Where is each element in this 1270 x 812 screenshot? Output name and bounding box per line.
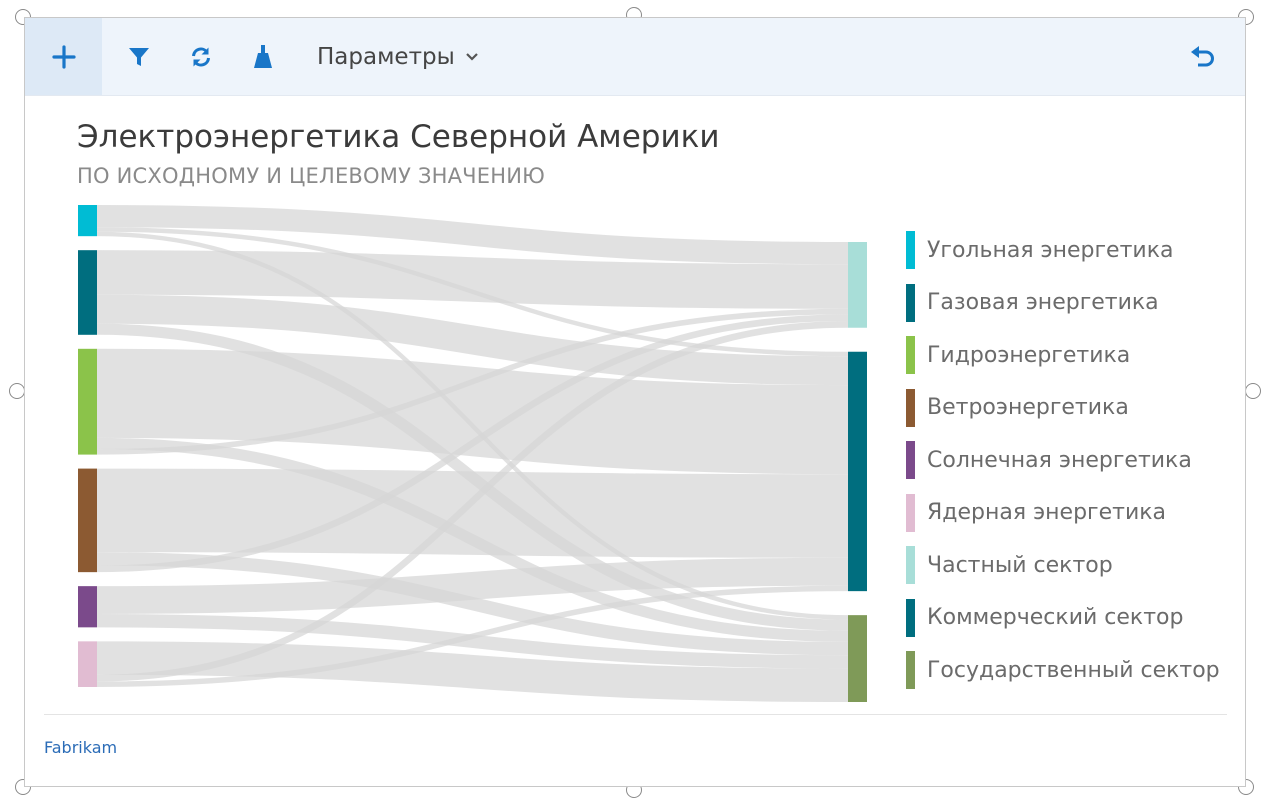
chart-subtitle: ПО ИСХОДНОМУ И ЦЕЛЕВОМУ ЗНАЧЕНИЮ (77, 164, 545, 188)
sankey-link-14[interactable] (96, 613, 849, 669)
sankey-link-5[interactable] (96, 294, 849, 386)
source-node-2[interactable] (78, 250, 97, 335)
source-node-4[interactable] (78, 468, 97, 573)
legend-swatch (906, 283, 915, 322)
parameters-dropdown[interactable]: Параметры (317, 18, 479, 95)
legend-label: Угольная энергетика (927, 237, 1174, 263)
sankey-link-13[interactable] (96, 557, 849, 614)
legend: Угольная энергетика Газовая энергетика Гид… (906, 224, 1241, 697)
legend-swatch (906, 546, 915, 585)
legend-label: Коммерческий сектор (927, 605, 1184, 631)
sankey-link-7[interactable] (96, 348, 849, 475)
source-node-6[interactable] (78, 641, 97, 687)
refresh-button[interactable] (171, 18, 231, 95)
undo-button[interactable] (1173, 18, 1233, 95)
source-node-5[interactable] (78, 586, 97, 628)
toolbar: Параметры (25, 18, 1245, 96)
source-node-1[interactable] (78, 205, 97, 237)
legend-swatch (906, 441, 915, 480)
sankey-link-9[interactable] (96, 308, 849, 455)
legend-swatch (906, 336, 915, 375)
sankey-link-4[interactable] (96, 250, 849, 309)
legend-item-target-1[interactable]: Частный сектор (906, 539, 1241, 592)
sankey-links (96, 204, 849, 702)
legend-label: Ветроэнергетика (927, 395, 1129, 421)
legend-label: Государственный сектор (927, 657, 1220, 683)
footer-divider (44, 714, 1227, 715)
source-node-3[interactable] (78, 348, 97, 455)
chevron-down-icon (465, 52, 478, 61)
filter-icon (129, 47, 149, 66)
legend-swatch (906, 388, 915, 427)
legend-swatch (906, 493, 915, 532)
legend-label: Газовая энергетика (927, 290, 1159, 316)
legend-item-source-5[interactable]: Солнечная энергетика (906, 434, 1241, 487)
sankey-chart (78, 204, 867, 702)
plus-icon (51, 44, 76, 69)
sankey-link-16[interactable] (96, 321, 849, 682)
sankey-link-12[interactable] (96, 314, 849, 573)
legend-item-source-4[interactable]: Ветроэнергетика (906, 382, 1241, 435)
resize-handle-middle-left[interactable] (9, 383, 25, 399)
refresh-icon (192, 47, 210, 66)
legend-label: Частный сектор (927, 552, 1113, 578)
footer-brand-link[interactable]: Fabrikam (44, 738, 118, 757)
add-button[interactable] (25, 18, 102, 95)
legend-swatch (906, 598, 915, 637)
target-node-3[interactable] (848, 615, 867, 702)
parameters-label: Параметры (317, 43, 455, 70)
filter-button[interactable] (109, 18, 169, 95)
chart-title: Электроэнергетика Северной Америки (77, 119, 720, 155)
broom-icon (254, 44, 272, 68)
undo-icon (1191, 45, 1214, 66)
legend-item-source-2[interactable]: Газовая энергетика (906, 277, 1241, 330)
sankey-link-17[interactable] (96, 585, 849, 687)
visual-container: Параметры Электроэнергетика Северной Аме… (24, 17, 1246, 787)
legend-item-source-3[interactable]: Гидроэнергетика (906, 329, 1241, 382)
clear-button[interactable] (233, 18, 293, 95)
legend-item-target-3[interactable]: Государственный сектор (906, 644, 1241, 697)
legend-swatch (906, 231, 915, 270)
target-node-1[interactable] (848, 242, 867, 328)
legend-item-source-6[interactable]: Ядерная энергетика (906, 487, 1241, 540)
legend-item-target-2[interactable]: Коммерческий сектор (906, 592, 1241, 645)
sankey-link-11[interactable] (96, 552, 849, 656)
sankey-link-10[interactable] (96, 468, 849, 558)
legend-item-source-1[interactable]: Угольная энергетика (906, 224, 1241, 277)
resize-handle-middle-right[interactable] (1245, 383, 1261, 399)
sankey-link-1[interactable] (96, 204, 849, 265)
legend-label: Гидроэнергетика (927, 342, 1131, 368)
target-node-2[interactable] (848, 351, 867, 592)
legend-label: Ядерная энергетика (927, 500, 1167, 526)
legend-swatch (906, 651, 915, 690)
legend-label: Солнечная энергетика (927, 447, 1192, 473)
